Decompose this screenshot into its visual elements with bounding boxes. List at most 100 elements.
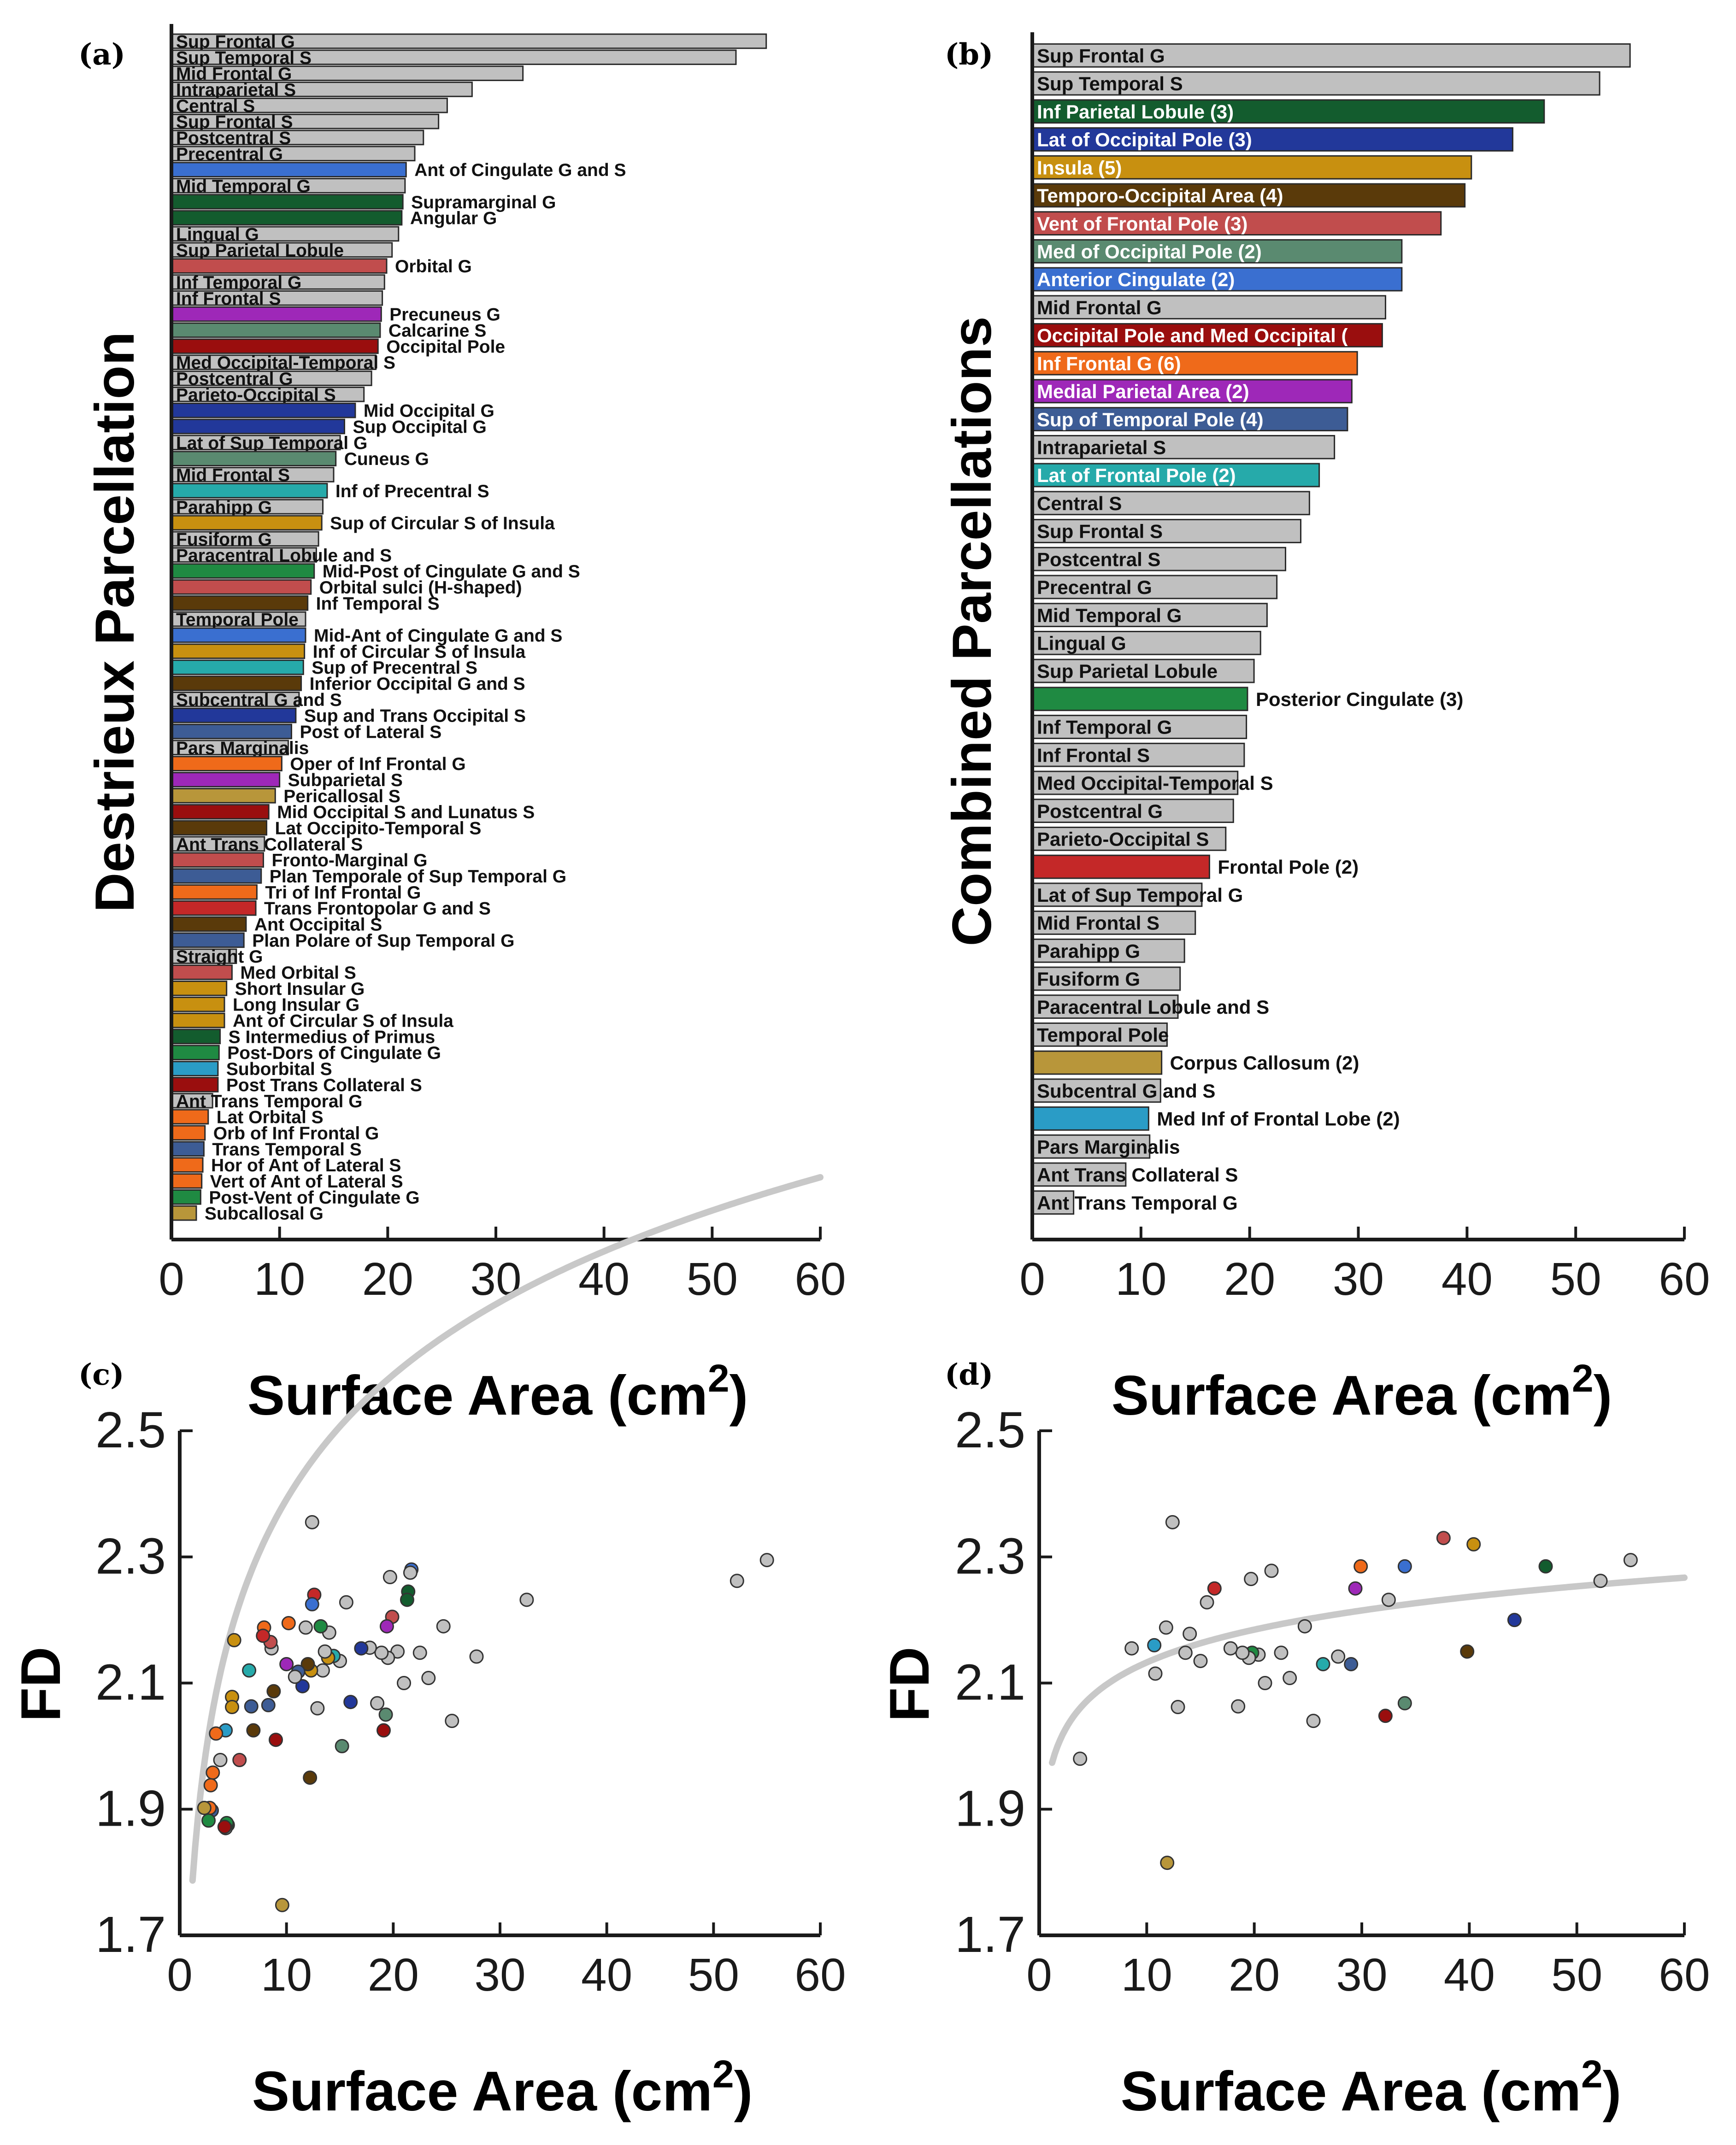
scatter-point: [1073, 1751, 1088, 1766]
scatter-point: [256, 1628, 271, 1643]
scatter-point: [343, 1695, 358, 1710]
scatter-point: [246, 1723, 261, 1738]
scatter-point: [1171, 1700, 1185, 1715]
bar: [171, 932, 245, 948]
bar-label: Med Occipital-Temporal S: [1037, 772, 1273, 794]
bar: [1031, 770, 1239, 795]
scatter-point: [469, 1649, 484, 1664]
bar: [1031, 826, 1227, 851]
bar: [171, 981, 228, 996]
bar-label: Paracentral Lobule and S: [1037, 996, 1269, 1018]
bar: [1031, 1134, 1151, 1159]
bar-label: Suborbital S: [226, 1059, 332, 1079]
bar-label: Orb of Inf Frontal G: [213, 1123, 379, 1143]
bar-label: Post Trans Collateral S: [226, 1075, 422, 1095]
bar-label: Postcentral S: [1037, 548, 1160, 570]
bar: [171, 676, 302, 691]
panel-c-y-axis-title: FD: [9, 1647, 72, 1722]
bar: [171, 146, 416, 162]
bar: [171, 113, 440, 129]
bar: [1031, 742, 1245, 767]
panel-d-x-axis-title: Surface Area (cm2): [1121, 2052, 1621, 2122]
bar: [1031, 155, 1472, 180]
bar: [1031, 435, 1336, 459]
bar-label: Mid Frontal G: [1037, 297, 1162, 318]
scatter-point: [1159, 1620, 1173, 1635]
bar: [1031, 1162, 1127, 1187]
bar-label: Pars Marginalis: [1037, 1136, 1180, 1158]
bar-label: Inferior Occipital G and S: [310, 674, 525, 694]
bar-label: Inf of Circular S of Insula: [313, 642, 526, 662]
bar-label: Inf Temporal S: [316, 594, 440, 614]
scatter-point: [1200, 1595, 1214, 1610]
bar: [1031, 295, 1386, 320]
d-y-tick-label: 1.7: [955, 1906, 1025, 1963]
scatter-point: [275, 1898, 289, 1912]
bar-label: Ant of Cingulate G and S: [414, 160, 626, 180]
bar-label: Inf of Precentral S: [335, 482, 489, 501]
bar-label: Plan Polare of Sup Temporal G: [252, 931, 514, 951]
bar: [1031, 323, 1383, 347]
scatter-point: [1397, 1559, 1412, 1574]
c-x-tick-label: 40: [581, 1949, 632, 2001]
bar: [171, 852, 264, 868]
scatter-point: [201, 1813, 216, 1828]
scatter-point: [1178, 1645, 1193, 1660]
d-x-tick-label: 60: [1659, 1949, 1710, 2001]
scatter-point: [519, 1593, 534, 1607]
bar-label: Post of Lateral S: [300, 722, 441, 742]
scatter-point: [213, 1752, 228, 1767]
scatter-point: [261, 1698, 276, 1712]
scatter-point: [1264, 1563, 1279, 1578]
scatter-point: [279, 1657, 294, 1671]
a-x-tick-label: 0: [159, 1253, 184, 1305]
bar: [1031, 994, 1179, 1019]
bar-label: Mid Frontal G: [176, 64, 292, 84]
bar-label: Inf Frontal S: [176, 289, 281, 309]
scatter-point: [288, 1669, 302, 1684]
scatter-point: [1353, 1559, 1368, 1574]
bar-label: Inf Parietal Lobule (3): [1037, 101, 1234, 123]
panel-a-label: (a): [78, 37, 125, 72]
bar: [171, 97, 448, 113]
d-x-tick-label: 20: [1229, 1949, 1280, 2001]
bar: [171, 579, 312, 595]
bar: [171, 402, 356, 418]
scatter-point: [1148, 1666, 1163, 1681]
bar: [171, 194, 404, 210]
bar: [1031, 519, 1302, 543]
bar: [1031, 99, 1545, 124]
bar: [171, 1061, 219, 1076]
bar: [171, 740, 289, 756]
bar-label: Ant Occipital S: [254, 915, 382, 935]
scatter-point: [298, 1620, 313, 1635]
a-x-tick-label: 50: [687, 1253, 738, 1305]
scatter-point: [354, 1641, 369, 1656]
c-x-tick-label: 60: [794, 1949, 846, 2001]
bar: [171, 1141, 205, 1157]
bar: [1031, 854, 1210, 879]
bar-label: Central S: [176, 96, 255, 116]
scatter-point: [269, 1733, 283, 1747]
bar-label: Subcentral G and S: [1037, 1080, 1215, 1102]
b-x-tick-label: 50: [1550, 1253, 1601, 1305]
scatter-point: [1223, 1641, 1238, 1656]
scatter-point: [242, 1663, 257, 1678]
panel-b-bar-chart: (b) Combined Parcellations Sup Frontal G…: [941, 32, 1710, 1427]
bar-label: Pericallosal S: [283, 787, 400, 806]
scatter-point: [310, 1701, 325, 1716]
scatter-point: [1348, 1581, 1363, 1596]
bar: [171, 563, 315, 579]
bar-label: Short Insular G: [235, 979, 365, 999]
bar-label: Straight G: [176, 947, 263, 967]
bar-label: Med of Occipital Pole (2): [1037, 241, 1262, 262]
bar-label: Orbital sulci (H-shaped): [319, 578, 522, 598]
scatter-point: [209, 1726, 224, 1741]
bar: [171, 387, 365, 402]
bar: [1031, 183, 1466, 208]
scatter-point: [305, 1597, 319, 1611]
bar: [171, 1189, 201, 1205]
scatter-point: [1160, 1856, 1175, 1870]
scatter-point: [1124, 1641, 1139, 1656]
bar: [171, 707, 297, 723]
